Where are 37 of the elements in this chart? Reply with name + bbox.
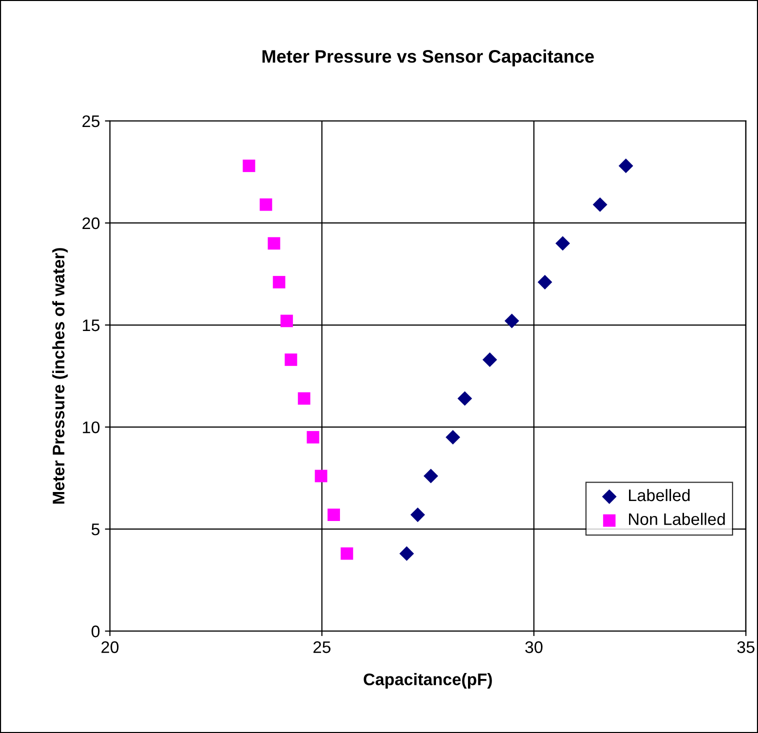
point <box>538 274 552 290</box>
point <box>280 314 293 328</box>
y-tick-label: 10 <box>82 421 100 434</box>
y-tick-label: 15 <box>82 320 100 332</box>
x-axis-title: Capacitance(pF) <box>364 673 492 689</box>
x-tick-label: 30 <box>525 641 543 654</box>
point <box>340 547 354 560</box>
point <box>399 546 414 561</box>
point <box>314 470 328 482</box>
legend-label: Non Labelled <box>629 512 725 526</box>
y-tick-label: 25 <box>82 115 100 128</box>
point <box>284 353 298 366</box>
point <box>555 236 570 251</box>
point <box>272 276 286 288</box>
x-tick-label: 25 <box>313 641 330 654</box>
y-tick-label: 0 <box>92 626 100 638</box>
point <box>618 158 634 174</box>
point <box>504 314 520 328</box>
point <box>457 391 472 406</box>
x-tick-label: 20 <box>101 641 119 654</box>
y-axis-title: Meter Pressure (inches of water) <box>52 248 68 504</box>
x-tick-label: 35 <box>737 641 754 654</box>
chart-title: Meter Pressure vs Sensor Capacitance <box>262 50 594 66</box>
y-tick-label: 5 <box>92 524 100 536</box>
point <box>424 468 438 484</box>
legend-label: Labelled <box>629 488 690 502</box>
point <box>260 198 272 211</box>
point <box>446 430 460 445</box>
point <box>482 352 498 367</box>
point <box>268 237 280 250</box>
point <box>306 431 320 444</box>
point <box>410 508 425 522</box>
point <box>298 392 310 405</box>
point <box>328 508 340 522</box>
y-tick-label: 20 <box>82 217 100 230</box>
point <box>242 160 256 172</box>
point <box>592 197 608 212</box>
